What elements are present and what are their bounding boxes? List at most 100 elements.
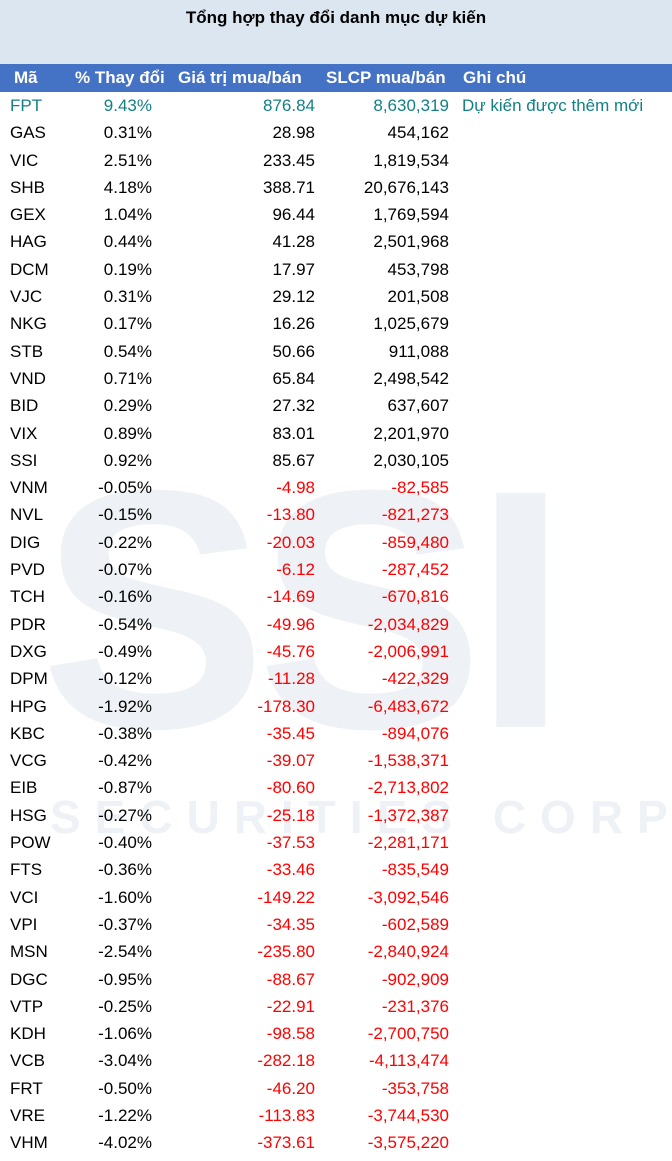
table-row: SHB 4.18% 388.71 20,676,143 <box>0 174 672 201</box>
table-row: FTS -0.36% -33.46 -835,549 <box>0 856 672 883</box>
cell-quantity: -2,006,991 <box>367 641 449 661</box>
cell-pct-change: -0.54% <box>98 614 152 634</box>
cell-pct-change: 0.71% <box>103 368 152 388</box>
cell-value: -98.58 <box>266 1024 315 1044</box>
table-row: NVL -0.15% -13.80 -821,273 <box>0 501 672 528</box>
cell-quantity: -422,329 <box>381 669 449 689</box>
cell-pct-change: 0.19% <box>103 259 152 279</box>
cell-ma: KDH <box>10 1024 46 1044</box>
cell-pct-change: -0.12% <box>98 669 152 689</box>
cell-note: Dự kiến được thêm mới <box>462 96 644 115</box>
cell-pct-change: -0.36% <box>98 860 152 880</box>
table-row: VCI -1.60% -149.22 -3,092,546 <box>0 884 672 911</box>
cell-quantity: -287,452 <box>381 560 449 580</box>
cell-value: 388.71 <box>263 177 315 197</box>
cell-quantity: -859,480 <box>381 532 449 552</box>
table-row: EIB -0.87% -80.60 -2,713,802 <box>0 774 672 801</box>
cell-pct-change: 0.89% <box>103 423 152 443</box>
cell-value: 27.32 <box>272 396 315 416</box>
cell-quantity: -1,372,387 <box>367 805 449 825</box>
cell-value: 876.84 <box>263 96 315 115</box>
cell-quantity: -835,549 <box>381 860 449 880</box>
table-row: BID 0.29% 27.32 637,607 <box>0 392 672 419</box>
table-row: HSG -0.27% -25.18 -1,372,387 <box>0 802 672 829</box>
table-row: STB 0.54% 50.66 911,088 <box>0 338 672 365</box>
cell-ma: DXG <box>10 641 47 661</box>
cell-value: -88.67 <box>266 969 315 989</box>
cell-ma: VND <box>10 368 46 388</box>
table-row: SSI 0.92% 85.67 2,030,105 <box>0 447 672 474</box>
table-row: VIC 2.51% 233.45 1,819,534 <box>0 147 672 174</box>
cell-value: 50.66 <box>272 341 315 361</box>
cell-pct-change: -1.22% <box>98 1105 152 1125</box>
table-row: DPM -0.12% -11.28 -422,329 <box>0 665 672 692</box>
cell-quantity: 2,201,970 <box>373 423 449 443</box>
cell-pct-change: -2.54% <box>98 942 152 962</box>
cell-pct-change: -0.05% <box>98 478 152 498</box>
cell-ma: PVD <box>10 560 45 580</box>
cell-value: -49.96 <box>266 614 315 634</box>
cell-pct-change: 0.29% <box>103 396 152 416</box>
cell-pct-change: -1.92% <box>98 696 152 716</box>
cell-ma: PDR <box>10 614 46 634</box>
cell-quantity: 1,819,534 <box>373 150 449 170</box>
cell-value: -113.83 <box>258 1105 315 1125</box>
table-body: FPT 9.43% 876.84 8,630,319 Dự kiến được thêm… <box>0 92 672 1157</box>
cell-ma: NKG <box>10 314 47 334</box>
cell-pct-change: -1.60% <box>98 887 152 907</box>
cell-quantity: -902,909 <box>381 969 449 989</box>
cell-value: -14.69 <box>266 587 315 607</box>
cell-pct-change: 1.04% <box>103 205 152 225</box>
cell-quantity: -2,840,924 <box>367 942 449 962</box>
cell-value: -35.45 <box>266 723 315 743</box>
cell-ma: FPT <box>10 96 43 115</box>
table-row: MSN -2.54% -235.80 -2,840,924 <box>0 938 672 965</box>
cell-pct-change: -0.37% <box>98 914 152 934</box>
cell-value: 65.84 <box>272 368 315 388</box>
table-row: FRT -0.50% -46.20 -353,758 <box>0 1075 672 1102</box>
cell-value: -4.98 <box>276 478 315 498</box>
cell-value: -25.18 <box>266 805 315 825</box>
cell-pct-change: 0.92% <box>103 450 152 470</box>
cell-ma: VJC <box>10 287 43 307</box>
cell-ma: DIG <box>10 532 41 552</box>
table-row: PDR -0.54% -49.96 -2,034,829 <box>0 611 672 638</box>
table-row: DCM 0.19% 17.97 453,798 <box>0 256 672 283</box>
cell-quantity: 911,088 <box>388 341 449 361</box>
cell-quantity: 637,607 <box>387 396 449 416</box>
cell-pct-change: 2.51% <box>103 150 152 170</box>
cell-pct-change: -0.87% <box>98 778 152 798</box>
cell-quantity: 454,162 <box>387 123 449 143</box>
cell-value: -37.53 <box>266 833 315 853</box>
cell-ma: HAG <box>10 232 47 252</box>
table-row: GAS 0.31% 28.98 454,162 <box>0 119 672 146</box>
table-row: VCG -0.42% -39.07 -1,538,371 <box>0 747 672 774</box>
cell-ma: FTS <box>10 860 43 880</box>
cell-value: -22.91 <box>266 996 315 1016</box>
cell-quantity: -1,538,371 <box>367 751 449 771</box>
cell-value: 41.28 <box>272 232 315 252</box>
cell-value: -20.03 <box>266 532 315 552</box>
cell-pct-change: -0.42% <box>98 751 152 771</box>
cell-ma: FRT <box>10 1078 43 1098</box>
cell-quantity: 2,501,968 <box>373 232 449 252</box>
cell-value: -13.80 <box>266 505 315 525</box>
cell-pct-change: -0.22% <box>98 532 152 552</box>
table-row: VTP -0.25% -22.91 -231,376 <box>0 993 672 1020</box>
cell-ma: MSN <box>10 942 48 962</box>
cell-ma: DCM <box>10 259 49 279</box>
cell-ma: VIX <box>10 423 38 443</box>
cell-quantity: -2,034,829 <box>367 614 449 634</box>
cell-quantity: 8,630,319 <box>373 96 449 115</box>
cell-ma: SHB <box>10 177 45 197</box>
title-band: Tổng hợp thay đổi danh mục dự kiến <box>0 0 672 64</box>
cell-pct-change: 9.43% <box>103 96 152 115</box>
cell-ma: NVL <box>10 505 44 525</box>
cell-quantity: -353,758 <box>381 1078 449 1098</box>
cell-quantity: -670,816 <box>381 587 449 607</box>
table-header: Mã % Thay đổi Giá trị mua/bán SLCP mua/b… <box>0 64 672 92</box>
table-row: KDH -1.06% -98.58 -2,700,750 <box>0 1020 672 1047</box>
cell-ma: DPM <box>10 669 48 689</box>
cell-quantity: -2,713,802 <box>367 778 449 798</box>
table-row: VJC 0.31% 29.12 201,508 <box>0 283 672 310</box>
